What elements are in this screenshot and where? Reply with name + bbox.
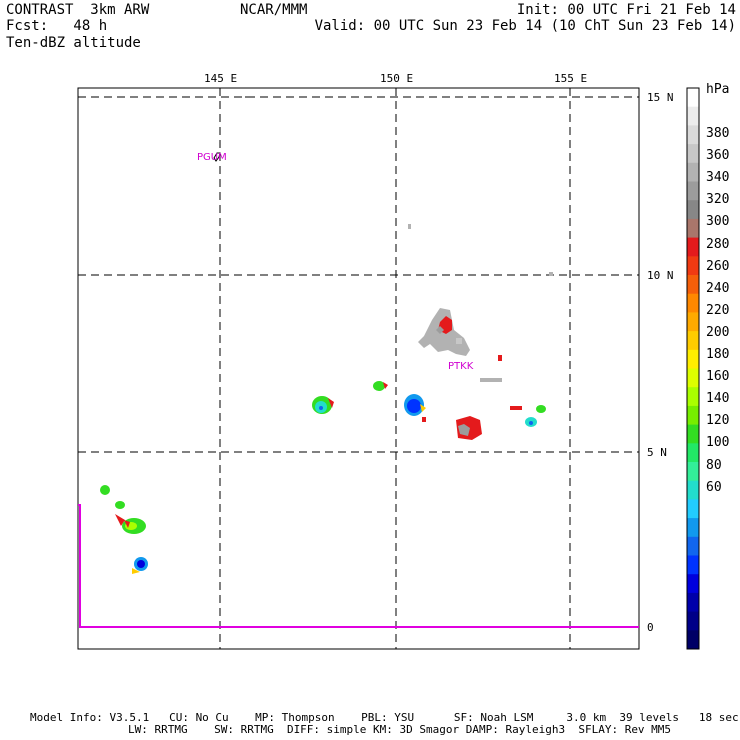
init-time: Init: 00 UTC Fri 21 Feb 14 — [516, 2, 736, 18]
colorbar-label: 320 — [706, 192, 730, 208]
colorbar-swatch — [687, 462, 699, 482]
organization: NCAR/MMM — [240, 2, 308, 18]
colorbar-label: 280 — [706, 236, 730, 252]
lat-label-0: 0 — [647, 621, 654, 634]
colorbar-swatch — [687, 200, 699, 220]
colorbar-unit: hPa — [706, 82, 730, 97]
forecast-hour: Fcst: 48 h — [6, 18, 108, 34]
model-info-line2: LW: RRTMG SW: RRTMG DIFF: simple KM: 3D … — [128, 723, 672, 736]
colorbar-label: 260 — [706, 258, 730, 274]
colorbar-swatch — [687, 293, 699, 313]
colorbar-swatch — [687, 349, 699, 369]
colorbar-swatch — [687, 536, 699, 556]
colorbar-swatch — [687, 499, 699, 519]
lon-label-150: 150 E — [380, 72, 414, 85]
guam-coastline — [213, 152, 221, 162]
lat-label-10: 10 N — [647, 269, 674, 282]
colorbar-swatch — [687, 144, 699, 164]
colorbar-label: 300 — [706, 214, 730, 230]
colorbar-swatch — [687, 125, 699, 145]
colorbar-label: 220 — [706, 302, 730, 318]
station-label-pgum: PGUM — [197, 152, 227, 163]
colorbar-swatch — [687, 480, 699, 500]
colorbar-label: 160 — [706, 369, 730, 385]
echo-cell-center — [373, 381, 426, 422]
colorbar-label: 380 — [706, 126, 730, 141]
colorbar-label: 80 — [706, 457, 722, 473]
lat-label-5: 5 N — [647, 446, 667, 459]
colorbar-swatch — [687, 162, 699, 182]
colorbar-swatch — [687, 312, 699, 332]
echo-cluster-southwest — [100, 485, 148, 574]
station-label-ptkk: PTKK — [448, 361, 474, 372]
model-info-line1: Model Info: V3.5.1 CU: No Cu MP: Thompso… — [30, 711, 739, 724]
colorbar-swatch — [687, 106, 699, 126]
colorbar — [686, 87, 700, 650]
field-name: Ten-dBZ altitude — [6, 35, 141, 51]
colorbar-swatch — [687, 592, 699, 613]
graticule — [78, 88, 639, 649]
colorbar-swatch — [687, 555, 699, 575]
colorbar-swatch — [687, 387, 699, 407]
colorbar-label: 340 — [706, 170, 730, 186]
colorbar-swatch — [687, 218, 699, 239]
colorbar-swatch — [687, 574, 699, 594]
colorbar-swatch — [687, 331, 699, 351]
colorbar-swatch — [687, 424, 699, 444]
colorbar-swatch — [687, 88, 699, 108]
lon-label-145: 145 E — [204, 72, 238, 85]
colorbar-swatch — [687, 518, 699, 538]
colorbar-label: 140 — [706, 391, 730, 407]
colorbar-swatch — [687, 256, 699, 276]
colorbar-swatch — [687, 630, 699, 650]
colorbar-swatch — [687, 443, 699, 463]
colorbar-swatch — [687, 405, 699, 426]
valid-time: Valid: 00 UTC Sun 23 Feb 14 (10 ChT Sun … — [314, 18, 736, 34]
echo-chuuk-north — [408, 224, 553, 382]
colorbar-label: 180 — [706, 347, 730, 362]
echo-cell-west — [312, 396, 334, 414]
echo-cell-east — [456, 405, 546, 440]
colorbar-label: 100 — [706, 435, 730, 451]
colorbar-swatch — [687, 611, 699, 631]
colorbar-frame — [686, 87, 700, 650]
domain-boundary — [78, 504, 639, 628]
colorbar-label: 360 — [706, 148, 730, 164]
colorbar-swatch — [687, 237, 699, 257]
model-title: CONTRAST 3km ARW — [6, 2, 150, 18]
colorbar-label: 120 — [706, 413, 730, 429]
lat-label-15: 15 N — [647, 91, 674, 104]
colorbar-swatch — [687, 181, 699, 201]
colorbar-swatch — [687, 275, 699, 295]
colorbar-label: 60 — [706, 479, 722, 495]
colorbar-label: 200 — [706, 324, 730, 340]
colorbar-label: 240 — [706, 280, 730, 296]
plot-frame — [77, 87, 640, 650]
colorbar-swatch — [687, 368, 699, 388]
lon-label-155: 155 E — [554, 72, 588, 85]
